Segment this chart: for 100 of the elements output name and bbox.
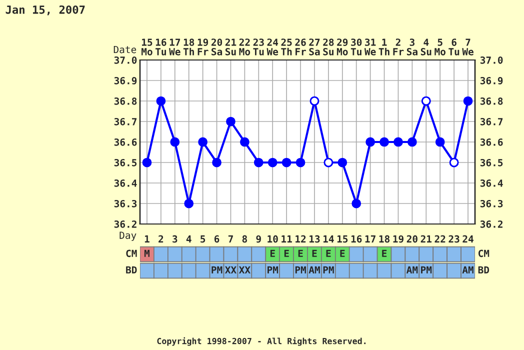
x-tick-label: 8: [242, 235, 247, 243]
x2-tick-label: 27 Sa: [309, 38, 320, 56]
x-tick-label: 5: [200, 235, 206, 243]
category-label: BD: [478, 266, 490, 274]
x-tick-label: 20: [406, 235, 418, 243]
text: PM: [212, 266, 222, 274]
x-axis-title: Day: [120, 232, 136, 241]
point: [380, 137, 389, 147]
point: [435, 137, 445, 147]
y-tick-label: 36.3: [114, 200, 137, 208]
point: [282, 158, 292, 168]
x2-tick-label: 19 Fr: [198, 38, 208, 56]
x-tick-label: 3: [172, 235, 178, 243]
x2-tick-label: 15 Mo: [142, 38, 152, 56]
point: [408, 137, 417, 147]
category-label: CM: [126, 250, 137, 258]
text: E: [270, 250, 275, 257]
x2-tick-label: 5 Mo: [434, 38, 446, 56]
x-tick-label: 24: [462, 235, 474, 242]
x-tick-label: 1: [144, 235, 150, 242]
y2-tick-label: 36.5: [480, 158, 503, 166]
x-tick-label: 19: [393, 235, 404, 243]
x-tick-label: 2: [158, 235, 164, 242]
text: E: [326, 250, 331, 257]
category-label: BD: [126, 266, 137, 274]
x-tick-label: 22: [434, 235, 446, 242]
x2-tick-label: 6 Tu: [448, 38, 460, 56]
x-tick-label: 13: [310, 235, 320, 243]
x-tick-label: 4: [186, 235, 192, 242]
x-tick-label: 16: [351, 235, 362, 243]
text: Copyright 1998-2007 - All Rights Reserved.: [157, 337, 366, 346]
y2-tick-label: 36.3: [480, 200, 503, 208]
x-tick-label: 17: [365, 235, 376, 242]
point: [338, 158, 348, 168]
x2-tick-label: 18 Th: [183, 38, 194, 56]
x-tick-label: 18: [379, 235, 390, 243]
y2-tick-label: 36.6: [480, 138, 503, 146]
text: PM: [268, 266, 278, 274]
x2-tick-label: 28 Su: [323, 38, 334, 56]
y-tick-label: 36.7: [114, 118, 136, 126]
point: [156, 96, 166, 106]
point: [366, 137, 375, 147]
y-tick-label: 37.0: [114, 56, 137, 64]
x-tick-label: 23: [448, 235, 460, 243]
x2-tick-label: 31 We: [364, 38, 376, 56]
text: AM: [406, 266, 418, 274]
text: E: [284, 250, 289, 257]
y-tick-label: 36.9: [114, 76, 137, 84]
x-tick-label: 9: [256, 235, 261, 243]
x2-axis-title: Date: [114, 46, 136, 54]
text: E: [340, 250, 345, 257]
y-tick-label: 36.6: [114, 138, 137, 146]
y-tick-label: 36.2: [114, 220, 136, 228]
x2-tick-label: 7 We: [462, 38, 474, 56]
y2-tick-label: 36.9: [480, 76, 503, 84]
point: [296, 158, 306, 168]
text: M: [144, 250, 150, 257]
x-tick-label: 7: [228, 235, 233, 242]
x2-tick-label: 22 Mo: [239, 38, 250, 56]
x2-tick-label: 29 Mo: [336, 38, 348, 56]
x2-tick-label: 3 Sa: [406, 38, 418, 56]
category-label: CM: [478, 250, 490, 258]
y2-tick-label: 36.4: [480, 179, 503, 187]
point: [184, 198, 194, 208]
x2-tick-label: 17 We: [169, 38, 180, 56]
point: [226, 116, 236, 126]
text: XX: [225, 266, 236, 274]
y2-tick-label: 36.2: [480, 220, 502, 228]
point: [212, 158, 222, 168]
x2-tick-label: 1 Th: [378, 38, 390, 56]
y-tick-label: 36.5: [114, 158, 137, 166]
x2-tick-label: 24 We: [266, 38, 278, 56]
text: Jan 15, 2007: [6, 5, 85, 16]
x2-tick-label: 2 Fr: [393, 38, 404, 56]
x-tick-label: 21: [420, 235, 432, 242]
point: [352, 198, 362, 208]
x2-tick-label: 4 Su: [420, 38, 432, 56]
y2-tick-label: 36.7: [480, 118, 503, 126]
x-tick-label: 12: [296, 235, 306, 242]
text: PM: [421, 266, 432, 274]
point: [254, 158, 264, 168]
x2-tick-label: 23 Tu: [253, 38, 264, 56]
point: [240, 137, 250, 147]
x2-tick-label: 30 Tu: [350, 38, 362, 56]
point: [170, 137, 180, 147]
x2-tick-label: 26 Fr: [295, 38, 306, 56]
y-tick-label: 36.4: [114, 179, 137, 187]
text: PM: [295, 266, 306, 274]
x-tick-label: 15: [337, 235, 348, 243]
x2-tick-label: 20 Sa: [211, 38, 222, 56]
x2-tick-label: 16 Tu: [156, 38, 166, 56]
text: E: [312, 250, 317, 257]
y2-tick-label: 37.0: [480, 56, 503, 64]
text: E: [382, 250, 387, 257]
x2-tick-label: 21 Su: [225, 38, 236, 56]
text: PM: [323, 266, 334, 274]
point: [394, 137, 403, 147]
point: [142, 158, 152, 168]
point: [463, 96, 473, 106]
text: XX: [238, 266, 250, 274]
